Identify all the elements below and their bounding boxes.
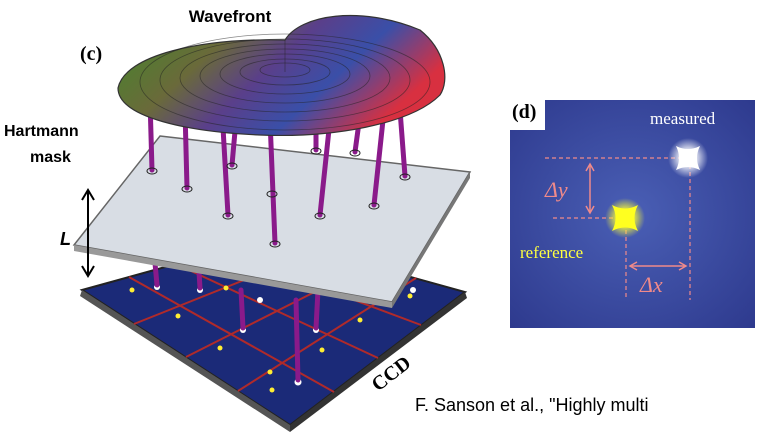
distance-label: L xyxy=(60,229,71,249)
panel-label: (c) xyxy=(80,43,102,65)
panel-label: (d) xyxy=(512,101,536,123)
panel-d xyxy=(510,100,755,328)
mask-label: mask xyxy=(30,149,71,166)
wavefront-label: Wavefront xyxy=(189,7,272,26)
dx-label: Δx xyxy=(639,272,663,297)
caption: F. Sanson et al., "Highly multi xyxy=(415,395,649,415)
measured-label: measured xyxy=(650,109,716,128)
mask-label: Hartmann xyxy=(4,123,79,140)
reference-label: reference xyxy=(520,243,583,262)
figure: Wavefront (c) Hartmann mask L CCD (d) me… xyxy=(0,0,760,436)
wavefront-surface xyxy=(118,16,445,136)
dy-label: Δy xyxy=(544,177,568,202)
